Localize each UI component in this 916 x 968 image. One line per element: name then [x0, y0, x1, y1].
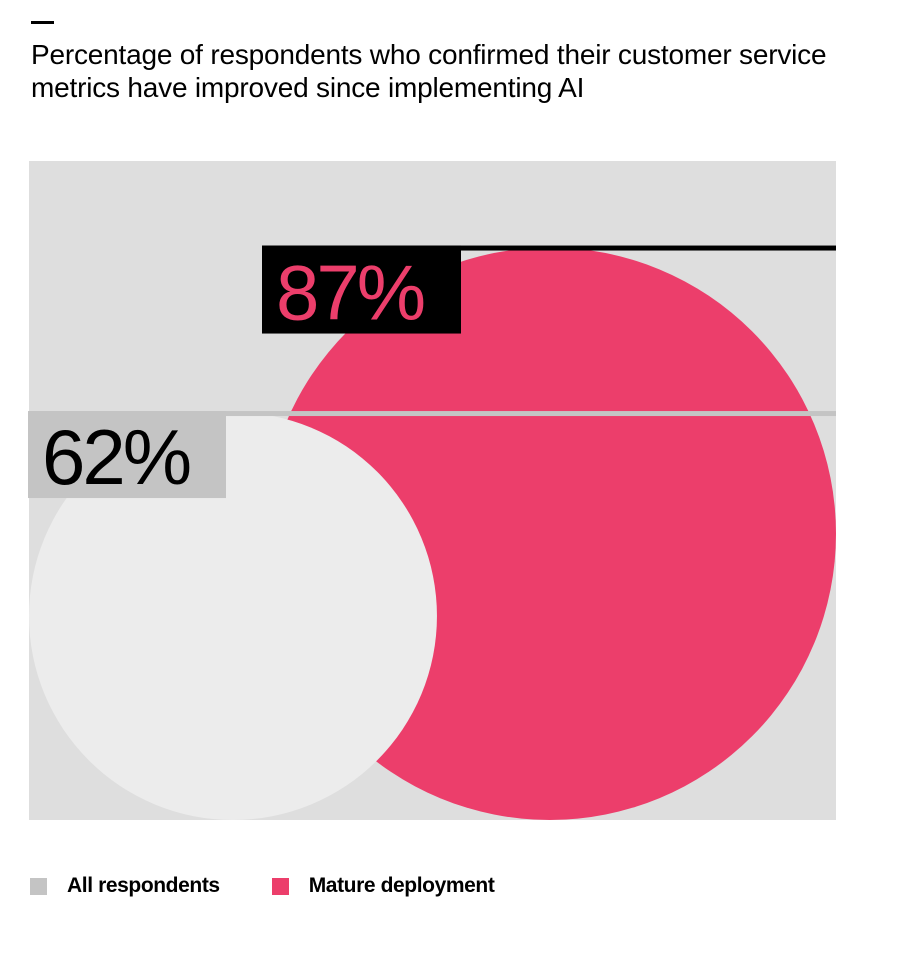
value-label-mature-deployment: 87% [276, 249, 424, 337]
legend-label: Mature deployment [308, 874, 495, 897]
value-line-all-respondents [29, 411, 836, 417]
legend-swatch [271, 877, 289, 895]
chart-title: Percentage of respondents who confirmed … [31, 39, 827, 103]
value-label-box [28, 411, 226, 499]
bubble-all-respondents [29, 412, 437, 820]
legend-item-all-respondents: All respondents [30, 874, 220, 898]
legend-label: All respondents [67, 874, 220, 897]
value-label-all-respondents: 62% [42, 413, 190, 501]
value-line-mature-deployment [262, 245, 836, 251]
legend-item-mature-deployment: Mature deployment [271, 874, 495, 898]
legend-swatch [30, 877, 47, 895]
value-label-box [262, 245, 461, 334]
title-dash [31, 21, 54, 24]
legend: All respondents Mature deployment [30, 874, 495, 898]
